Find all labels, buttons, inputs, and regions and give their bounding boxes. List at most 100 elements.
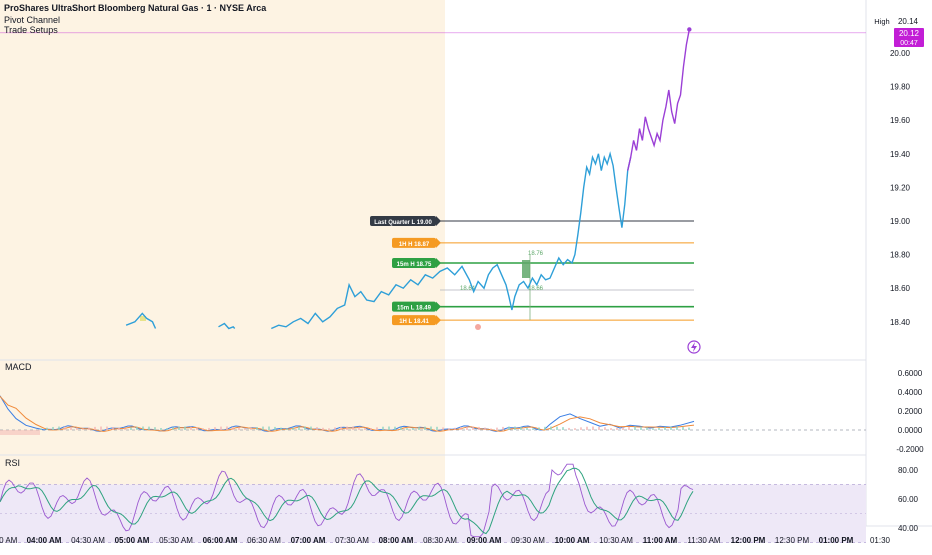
rsi-tick-2: 40.00 (898, 524, 919, 533)
macd-hist-bar (94, 426, 96, 430)
rsi-tick-0: 80.00 (898, 466, 919, 475)
price-tick-5: 19.00 (890, 217, 911, 226)
rsi-line (0, 463, 694, 538)
macd-hist-bar (466, 426, 468, 430)
macd-hist-bar (622, 427, 624, 430)
time-tick-0: 30 AM (0, 536, 18, 545)
macd-hist-bar (556, 426, 558, 430)
time-tick-7: 07:00 AM (291, 536, 326, 545)
macd-hist-bar (274, 426, 276, 430)
macd-hist-bar (634, 426, 636, 430)
macd-hist-bar (658, 427, 660, 430)
macd-hist-bar (40, 428, 42, 430)
price-tick-1: 19.80 (890, 83, 911, 92)
macd-hist-bar (118, 427, 120, 430)
macd-hist-bar (586, 426, 588, 430)
lightning-icon[interactable] (687, 340, 701, 354)
chart-title: ProShares UltraShort Bloomberg Natural G… (4, 3, 267, 13)
macd-hist-bar (328, 428, 330, 430)
high-marker (140, 316, 146, 321)
macd-hist-bar (598, 426, 600, 430)
macd-hist-bar (442, 427, 444, 430)
macd-tick-1: 0.4000 (898, 388, 923, 397)
macd-hist-bar (664, 427, 666, 430)
macd-label: MACD (5, 362, 32, 372)
time-tick-10: 08:30 AM (423, 536, 457, 545)
price-tick-4: 19.20 (890, 183, 911, 192)
indicator-pivot-channel[interactable]: Pivot Channel (4, 15, 61, 25)
macd-hist-bar (574, 428, 576, 430)
macd-tick-0: 0.6000 (898, 369, 923, 378)
macd-hist-bar (376, 427, 378, 430)
level-label-2: 15m H 18.75 (397, 262, 432, 268)
macd-tick-3: 0.0000 (898, 426, 923, 435)
macd-hist-bar (592, 426, 594, 430)
level-tag-4 (392, 315, 436, 326)
last-price-value: 20.12 (899, 29, 920, 38)
macd-hist-bar (340, 426, 342, 430)
level-tag-arrow-3 (436, 301, 441, 312)
premarket-background (0, 0, 445, 526)
macd-hist-bar (502, 426, 504, 430)
level-label-3: 15m L 18.49 (397, 306, 432, 312)
macd-hist-bar (70, 426, 72, 430)
price-tick-7: 18.60 (890, 284, 911, 293)
macd-hist-bar (484, 427, 486, 430)
macd-hist-bar (280, 427, 282, 430)
macd-hist-bar (262, 426, 264, 430)
time-tick-11: 09:00 AM (467, 536, 502, 545)
level-tag-arrow-4 (436, 315, 441, 326)
macd-hist-bar (214, 427, 216, 430)
macd-hist-bar (64, 426, 66, 430)
macd-hist-bar (256, 427, 258, 430)
macd-hist-bar (136, 426, 138, 430)
macd-hist-bar (436, 426, 438, 430)
time-tick-18: 12:30 PM (775, 536, 810, 545)
time-tick-9: 08:00 AM (379, 536, 414, 545)
time-tick-14: 10:30 AM (599, 536, 633, 545)
macd-hist-bar (184, 426, 186, 430)
setup-box-top: 18.76 (528, 251, 544, 257)
time-tick-2: 04:30 AM (71, 536, 105, 545)
macd-hist-bar (232, 426, 234, 430)
macd-hist-bar (286, 428, 288, 430)
time-tick-12: 09:30 AM (511, 536, 545, 545)
countdown-value: 00:47 (900, 40, 918, 47)
level-label-0: Last Quarter L 19.00 (374, 220, 432, 226)
macd-hist-bar (418, 427, 420, 430)
price-segment-0 (125, 312, 157, 329)
macd-hist-bar (562, 427, 564, 430)
level-tag-arrow-1 (436, 237, 441, 248)
rsi-ma-line (0, 467, 694, 535)
macd-hist-bar (310, 426, 312, 430)
macd-hist-bar (454, 427, 456, 430)
indicator-trade-setups[interactable]: Trade Setups (4, 25, 58, 35)
macd-hist-bar (334, 427, 336, 430)
macd-hist-bar (424, 426, 426, 430)
macd-hist-bar (568, 427, 570, 430)
level-tag-2 (392, 258, 436, 268)
macd-hist-bar (160, 427, 162, 430)
macd-hist-bar (226, 426, 228, 430)
macd-hist-bar (298, 426, 300, 430)
time-tick-6: 06:30 AM (247, 536, 281, 545)
macd-hist-bar (268, 426, 270, 430)
macd-hist-bar (640, 426, 642, 430)
macd-hist-bar (394, 426, 396, 430)
macd-hist-bar (496, 427, 498, 430)
macd-hist-bar (628, 426, 630, 430)
macd-hist-bar (580, 427, 582, 430)
macd-hist-bar (190, 426, 192, 430)
macd-hist-bar (244, 428, 246, 430)
macd-hist-bar (382, 426, 384, 430)
macd-hist-bar (460, 427, 462, 430)
rsi-pane (0, 463, 866, 543)
time-tick-20: 01:30 (870, 536, 891, 545)
macd-hist-bar (544, 426, 546, 430)
macd-hist-bar (490, 428, 492, 430)
macd-hist-bar (352, 426, 354, 430)
macd-hist-bar (124, 428, 126, 430)
price-segment-late-2 (627, 29, 690, 171)
macd-hist-bar (58, 426, 60, 430)
